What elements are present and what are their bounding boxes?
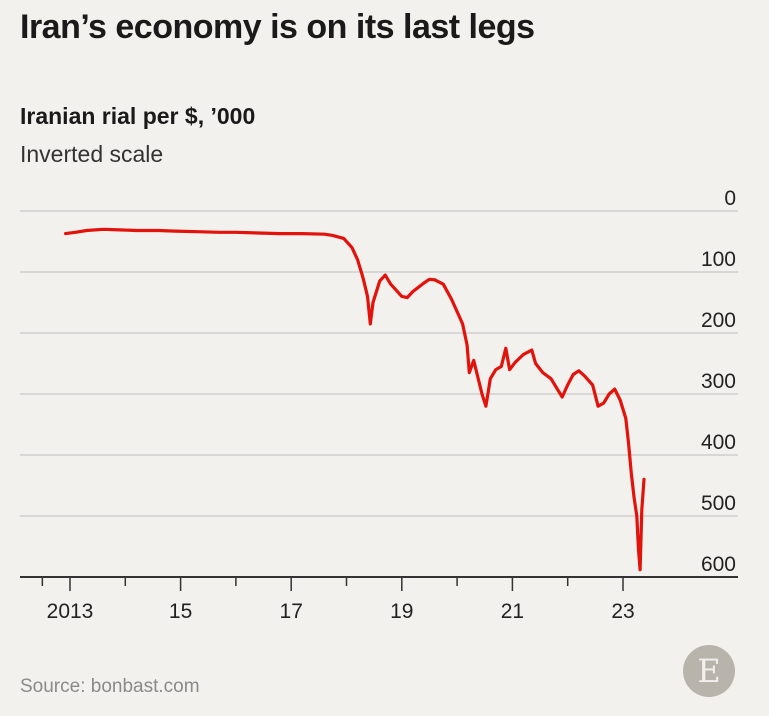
y-tick-label: 0	[724, 187, 736, 210]
y-tick-label: 600	[701, 553, 736, 576]
x-tick-label: 17	[280, 600, 303, 623]
series	[63, 227, 646, 572]
y-tick-label: 200	[701, 309, 736, 332]
x-tick-label: 2013	[47, 600, 94, 623]
x-axis: 2013 15 17 19 21 23	[41, 577, 635, 623]
x-tick-label: 15	[169, 600, 192, 623]
y-tick-label: 300	[701, 370, 736, 393]
x-tick-label: 19	[390, 600, 413, 623]
chart-title: Iran’s economy is on its last legs	[20, 8, 535, 46]
scale-note: Inverted scale	[20, 141, 164, 167]
economist-logo: E	[683, 645, 735, 697]
x-tick-label: 23	[611, 600, 634, 623]
y-tick-label: 400	[701, 431, 736, 454]
y-tick-label: 100	[701, 248, 736, 271]
chart-subtitle: Iranian rial per $, ’000	[20, 103, 256, 129]
y-tick-label: 500	[701, 492, 736, 515]
y-axis-labels: 0 100 200 300 400 500 600	[701, 187, 736, 576]
x-tick-label: 21	[501, 600, 524, 623]
rial-series-line	[63, 227, 646, 572]
grid	[20, 210, 738, 578]
source-note: Source: bonbast.com	[20, 676, 200, 697]
